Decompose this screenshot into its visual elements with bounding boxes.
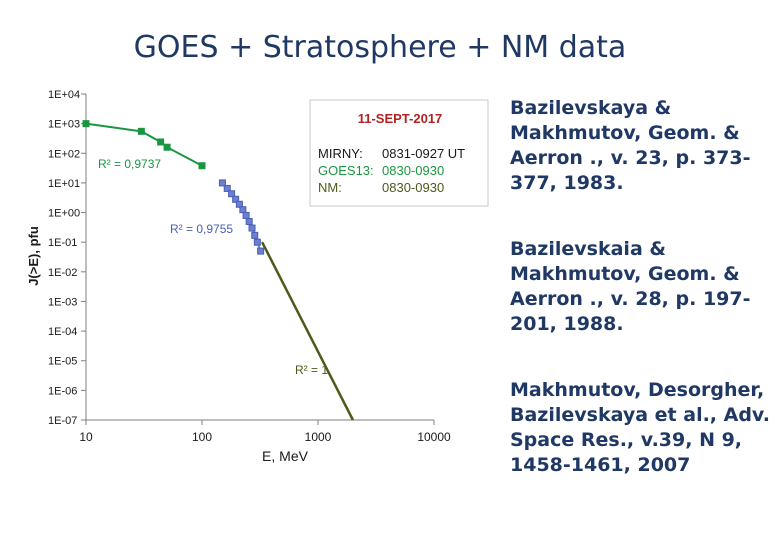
x-tick-label: 10000 <box>417 430 451 444</box>
series-2-point <box>228 190 236 198</box>
y-tick-label: 1E-04 <box>48 326 77 338</box>
legend-title: 11-SEPT-2017 <box>358 111 443 126</box>
chart-axes: 1E-07 1E-06 1E-05 1E-04 1E-03 1E-02 1E-01 1E+00… <box>48 89 451 444</box>
x-tick-label: 1000 <box>305 430 332 444</box>
series-2-point <box>257 247 265 255</box>
legend-label: GOES13: <box>318 163 374 178</box>
legend-value: 0830-0930 <box>382 163 444 178</box>
series-2-point <box>218 179 226 187</box>
y-tick-label: 1E+00 <box>48 208 80 220</box>
legend-value: 0830-0930 <box>382 180 444 195</box>
slide-title: GOES + Stratosphere + NM data <box>133 30 627 65</box>
series-2-point <box>251 231 259 239</box>
legend-lines: MIRNY: 0831-0927 UT GOES13: 0830-0930 NM: 083… <box>318 146 465 195</box>
series-3-line <box>261 241 355 421</box>
series-2-point <box>248 224 256 232</box>
y-tick-label: 1E+04 <box>48 89 80 101</box>
y-tick-label: 1E+01 <box>48 178 80 190</box>
reference-2: Bazilevskaia & Makhmutov, Geom. & Aerron… <box>510 238 751 335</box>
legend-value: 0831-0927 UT <box>382 146 465 161</box>
series-2-point <box>239 206 247 214</box>
series-2-point <box>242 211 250 219</box>
x-tick-label: 100 <box>192 430 212 444</box>
legend-label: NM: <box>318 180 342 195</box>
series-1-point <box>157 138 165 146</box>
reference-1: Bazilevskaya & Makhmutov, Geom. & Aerron… <box>510 97 751 194</box>
series-2-point <box>245 217 253 225</box>
chart-series <box>82 120 355 421</box>
x-tick-label: 10 <box>79 430 93 444</box>
series-1-point <box>198 162 206 170</box>
annotation-r2-nm: R² = 1 <box>295 363 328 377</box>
series-1-point <box>163 143 171 151</box>
series-2-point <box>223 184 231 192</box>
x-axis-label: E, MeV <box>262 448 309 464</box>
y-axis-label: J(>E), pfu <box>26 226 41 286</box>
y-tick-label: 1E-05 <box>48 356 77 368</box>
series-2-point <box>232 195 240 203</box>
y-tick-label: 1E-03 <box>48 296 77 308</box>
series-2-point <box>253 238 261 246</box>
y-tick-label: 1E-01 <box>48 237 77 249</box>
y-tick-label: 1E-07 <box>48 415 77 427</box>
y-tick-label: 1E-02 <box>48 267 77 279</box>
series-1-point <box>82 120 90 128</box>
y-tick-label: 1E+03 <box>48 119 80 131</box>
annotation-r2-goes: R² = 0,9737 <box>98 157 161 171</box>
y-tick-label: 1E+02 <box>48 148 80 160</box>
annotation-r2-mirny: R² = 0,9755 <box>170 222 233 236</box>
legend-box <box>309 99 489 207</box>
reference-3: Makhmutov, Desorgher, Bazilevskaya et al… <box>510 379 770 476</box>
series-1-point <box>137 127 145 135</box>
y-tick-label: 1E-06 <box>48 385 77 397</box>
legend-label: MIRNY: <box>318 146 363 161</box>
